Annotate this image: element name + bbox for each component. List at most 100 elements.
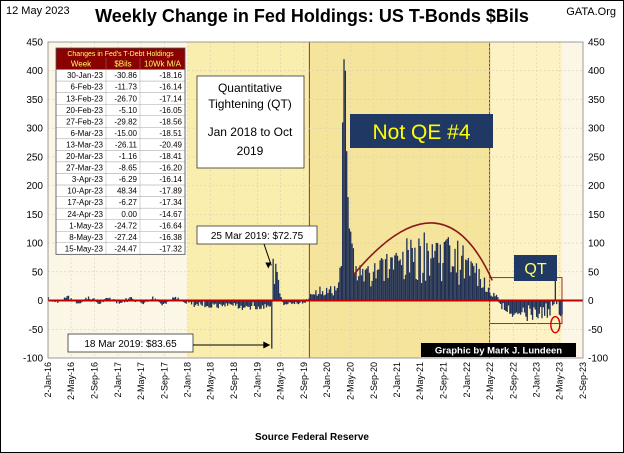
- bar: [346, 151, 348, 301]
- bar: [221, 300, 223, 307]
- table-cell-bils: -15.00: [114, 129, 137, 138]
- table-cell-bils: 48.34: [117, 187, 138, 196]
- bar: [498, 300, 500, 303]
- bar: [283, 300, 285, 306]
- bar: [70, 298, 72, 301]
- bar: [231, 300, 233, 305]
- bar: [363, 281, 365, 301]
- bar: [109, 297, 111, 301]
- table-cell-bils: -6.29: [119, 175, 138, 184]
- bar: [98, 300, 100, 304]
- bar: [312, 294, 314, 301]
- mar18-label: 18 Mar 2019: $83.65: [84, 339, 177, 350]
- table-column-header: $Bils: [114, 60, 131, 69]
- bar: [424, 280, 427, 301]
- bar: [120, 300, 122, 303]
- bars-layer: [47, 59, 583, 349]
- bar: [280, 297, 282, 301]
- bar: [445, 240, 447, 301]
- bar: [477, 286, 479, 301]
- bar: [458, 284, 460, 301]
- y-tick-label-left: 400: [26, 66, 43, 77]
- bar: [273, 283, 276, 301]
- bar: [220, 300, 222, 305]
- bar: [489, 292, 491, 301]
- bar: [276, 271, 278, 301]
- bar: [255, 300, 257, 310]
- bar: [360, 275, 363, 301]
- bar: [160, 300, 162, 304]
- table-cell-week: 6-Mar-23: [71, 129, 104, 138]
- bar: [465, 259, 467, 301]
- bar: [364, 269, 367, 301]
- bar: [414, 247, 416, 301]
- bar: [256, 300, 258, 310]
- bar: [455, 272, 458, 301]
- bar: [63, 297, 66, 301]
- bar: [490, 295, 492, 301]
- bar: [467, 257, 470, 301]
- bar: [367, 266, 369, 301]
- bar: [435, 242, 437, 301]
- bar: [197, 300, 199, 306]
- bar: [78, 300, 80, 304]
- qt-info-line: 2019: [237, 144, 264, 158]
- bar: [261, 300, 264, 306]
- bar: [205, 300, 207, 307]
- bar: [152, 296, 154, 301]
- bar: [287, 300, 289, 305]
- bar: [204, 300, 206, 308]
- bar: [229, 300, 231, 305]
- bar: [427, 250, 429, 301]
- table-cell-bils: -5.10: [119, 106, 138, 115]
- x-tick-label: 2-Jan-18: [183, 362, 193, 398]
- table-cell-bils: -8.65: [119, 164, 138, 173]
- bar: [359, 265, 361, 301]
- x-tick-label: 2-May-22: [485, 362, 495, 400]
- bar: [408, 272, 411, 301]
- bar: [482, 287, 484, 301]
- bar: [249, 300, 252, 310]
- table-cell-bils: 0.00: [121, 210, 137, 219]
- bar: [162, 300, 165, 304]
- bar: [486, 291, 488, 301]
- bar: [216, 300, 218, 308]
- bar: [336, 287, 338, 301]
- bar: [243, 300, 245, 308]
- bar: [323, 295, 325, 301]
- bar: [548, 300, 550, 310]
- table-cell-week: 10-Apr-23: [67, 187, 103, 196]
- bar: [527, 300, 530, 306]
- bar: [228, 300, 230, 304]
- site-label: GATA.Org: [566, 6, 616, 18]
- bar: [542, 300, 544, 308]
- bar: [391, 257, 393, 301]
- x-tick-label: 2-Sep-23: [578, 362, 588, 399]
- bar: [253, 300, 256, 306]
- table-cell-week: 20-Mar-23: [66, 152, 103, 161]
- bar: [177, 297, 179, 301]
- bar: [526, 300, 528, 321]
- y-tick-label-left: 50: [32, 267, 44, 278]
- y-tick-label-left: 150: [26, 210, 43, 221]
- bar: [85, 297, 87, 301]
- x-tick-label: 2-May-20: [345, 362, 355, 400]
- bar: [125, 298, 127, 301]
- plot-border: [47, 41, 584, 359]
- bar: [184, 300, 186, 303]
- bar: [342, 122, 344, 301]
- bar: [236, 300, 238, 304]
- bar: [515, 300, 518, 313]
- bar: [121, 300, 123, 303]
- bar: [431, 244, 433, 301]
- bar: [503, 300, 506, 311]
- bar: [161, 300, 163, 306]
- y-tick-label-right: 450: [588, 38, 605, 49]
- x-tick-label: 2-Sep-18: [229, 362, 239, 399]
- bar: [481, 287, 483, 301]
- bar: [541, 300, 543, 319]
- x-tick-label: 2-May-23: [554, 362, 564, 400]
- bar: [534, 300, 536, 310]
- x-tick-label: 2-Jan-22: [462, 362, 472, 398]
